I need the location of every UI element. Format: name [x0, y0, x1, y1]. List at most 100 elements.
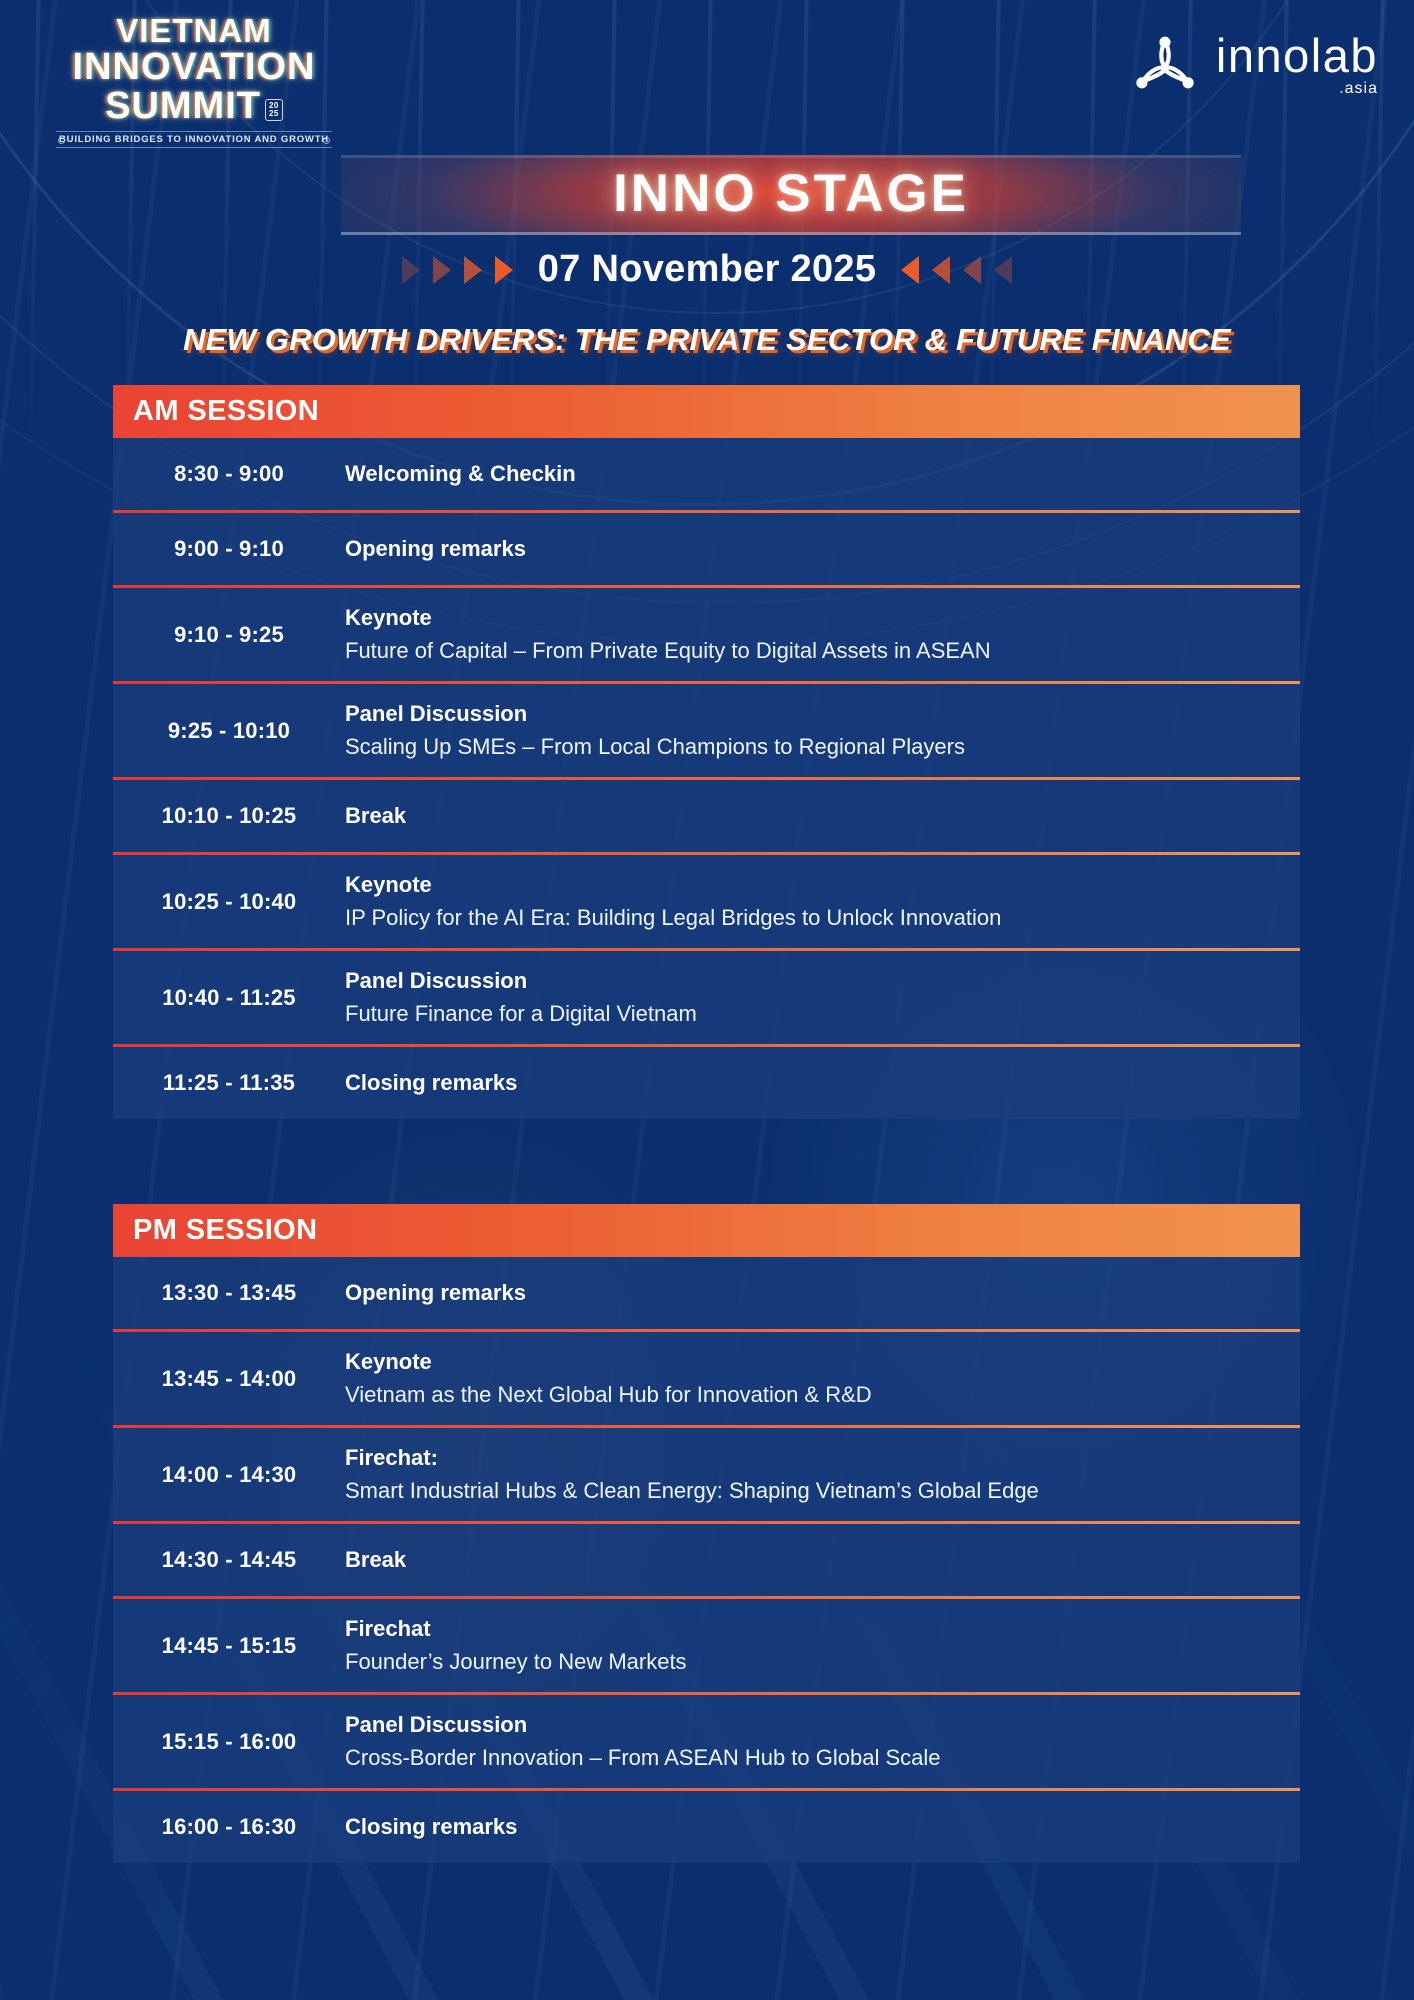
schedule-row: 9:10 - 9:25 Keynote Future of Capital – Fr… — [113, 588, 1300, 681]
row-description: Vietnam as the Next Global Hub for Innov… — [345, 1381, 872, 1407]
schedule-row: 15:15 - 16:00 Panel Discussion Cross-Borde… — [113, 1695, 1300, 1788]
row-separator — [113, 681, 1300, 684]
row-detail: Keynote IP Policy for the AI Era: Buildin… — [345, 871, 1300, 933]
row-time: 8:30 - 9:00 — [174, 461, 284, 486]
event-date-row: 07 November 2025 — [0, 248, 1414, 291]
event-logo-line-3-group: SUMMIT 20 25 — [44, 87, 344, 125]
schedule-row: 9:00 - 9:10 Opening remarks — [113, 513, 1300, 585]
row-time: 16:00 - 16:30 — [161, 1814, 297, 1839]
row-time: 10:10 - 10:25 — [161, 803, 297, 828]
row-detail: Welcoming & Checkin — [345, 460, 1300, 488]
partner-logo: innolab .asia — [1130, 30, 1378, 102]
row-separator — [113, 1788, 1300, 1791]
row-detail: Panel Discussion Scaling Up SMEs – From L… — [345, 700, 1300, 762]
event-logo-year-bottom: 25 — [268, 109, 279, 118]
triangle-left-icon — [901, 255, 920, 284]
row-time: 9:25 - 10:10 — [167, 717, 291, 743]
row-detail: Panel Discussion Cross-Border Innovation … — [345, 1711, 1300, 1773]
event-logo-tagline: BUILDING BRIDGES TO INNOVATION AND GROWT… — [56, 131, 332, 148]
session-panel-pm: PM SESSION 13:30 - 13:45 Opening remarks 1… — [113, 1204, 1300, 1863]
row-separator — [113, 1044, 1300, 1047]
row-title: Keynote — [345, 604, 432, 630]
row-detail: Break — [345, 802, 1300, 830]
schedule-row: 14:45 - 15:15 Firechat Founder’s Journey t… — [113, 1599, 1300, 1692]
row-title: Closing remarks — [345, 1069, 518, 1095]
row-separator — [113, 852, 1300, 855]
triangle-left-icon — [994, 255, 1013, 284]
row-description: IP Policy for the AI Era: Building Legal… — [345, 904, 1002, 930]
schedule-row: 10:10 - 10:25 Break — [113, 780, 1300, 852]
row-title: Break — [345, 1546, 407, 1572]
row-separator — [113, 585, 1300, 588]
row-detail: Keynote Future of Capital – From Private … — [345, 604, 1300, 666]
row-time: 13:30 - 13:45 — [161, 1280, 297, 1305]
schedule-row: 11:25 - 11:35 Closing remarks — [113, 1047, 1300, 1119]
session-panel-am: AM SESSION 8:30 - 9:00 Welcoming & Checki… — [113, 385, 1300, 1119]
event-logo-year-badge: 20 25 — [264, 99, 283, 121]
row-description: Future of Capital – From Private Equity … — [345, 637, 991, 663]
row-detail: Panel Discussion Future Finance for a Dig… — [345, 967, 1300, 1029]
row-title: Opening remarks — [345, 1279, 526, 1305]
event-logo-line-2: INNOVATION — [72, 46, 316, 88]
event-logo-year-top: 20 — [268, 101, 279, 110]
triangle-right-icon — [401, 255, 420, 284]
triangle-left-icon — [932, 255, 951, 284]
row-separator — [113, 1596, 1300, 1599]
row-detail: Closing remarks — [345, 1813, 1300, 1841]
row-detail: Firechat Founder’s Journey to New Markets — [345, 1615, 1300, 1677]
row-description: Founder’s Journey to New Markets — [345, 1648, 687, 1674]
triangle-right-icon — [494, 255, 513, 284]
row-detail: Firechat: Smart Industrial Hubs & Clean E… — [345, 1444, 1300, 1506]
row-detail: Break — [345, 1546, 1300, 1574]
row-separator — [113, 510, 1300, 513]
row-title: Keynote — [345, 1348, 432, 1374]
schedule-row: 10:25 - 10:40 Keynote IP Policy for the AI… — [113, 855, 1300, 948]
schedule-row: 10:40 - 11:25 Panel Discussion Future Fina… — [113, 951, 1300, 1044]
row-title: Firechat — [345, 1615, 431, 1641]
row-time: 11:25 - 11:35 — [162, 1070, 296, 1095]
row-separator — [113, 1329, 1300, 1332]
event-logo: VIETNAM INNOVATION SUMMIT 20 25 BUILDING… — [44, 14, 344, 148]
row-time: 10:25 - 10:40 — [161, 888, 297, 914]
event-date: 07 November 2025 — [537, 248, 877, 290]
row-title: Opening remarks — [345, 535, 526, 561]
row-time: 9:00 - 9:10 — [174, 536, 284, 561]
row-title: Break — [345, 802, 407, 828]
schedule-row: 14:00 - 14:30 Firechat: Smart Industrial H… — [113, 1428, 1300, 1521]
row-time: 9:10 - 9:25 — [174, 621, 284, 647]
schedule-row: 13:30 - 13:45 Opening remarks — [113, 1257, 1300, 1329]
row-detail: Closing remarks — [345, 1069, 1300, 1097]
row-title: Welcoming & Checkin — [345, 460, 576, 486]
event-logo-line-3: SUMMIT — [105, 85, 261, 127]
row-detail: Keynote Vietnam as the Next Global Hub fo… — [345, 1348, 1300, 1410]
session-header-pm: PM SESSION — [113, 1204, 1300, 1257]
row-description: Future Finance for a Digital Vietnam — [345, 1000, 697, 1026]
row-time: 14:00 - 14:30 — [161, 1461, 297, 1487]
row-title: Panel Discussion — [345, 967, 528, 993]
event-subtitle: NEW GROWTH DRIVERS: THE PRIVATE SECTOR &… — [183, 322, 1231, 357]
schedule-row: 14:30 - 14:45 Break — [113, 1524, 1300, 1596]
partner-logo-suffix: .asia — [1339, 79, 1378, 97]
row-time: 10:40 - 11:25 — [162, 984, 296, 1010]
session-header-am: AM SESSION — [113, 385, 1300, 438]
row-description: Scaling Up SMEs – From Local Champions t… — [345, 733, 965, 759]
row-time: 13:45 - 14:00 — [161, 1365, 297, 1391]
row-separator — [113, 1521, 1300, 1524]
partner-logo-wordmark: innolab .asia — [1216, 32, 1378, 97]
session-label: AM SESSION — [133, 395, 320, 427]
row-time: 15:15 - 16:00 — [161, 1728, 297, 1754]
stage-title: INNO STAGE — [613, 164, 969, 223]
poster-header: VIETNAM INNOVATION SUMMIT 20 25 BUILDING… — [0, 0, 1414, 150]
row-separator — [113, 1692, 1300, 1695]
schedule-row: 13:45 - 14:00 Keynote Vietnam as the Next … — [113, 1332, 1300, 1425]
event-logo-line-1: VIETNAM — [116, 12, 272, 49]
stage-title-band: INNO STAGE — [341, 155, 1241, 235]
row-title: Closing remarks — [345, 1813, 518, 1839]
row-detail: Opening remarks — [345, 1279, 1300, 1307]
row-time: 14:45 - 15:15 — [161, 1632, 297, 1658]
row-description: Cross-Border Innovation – From ASEAN Hub… — [345, 1744, 941, 1770]
row-title: Panel Discussion — [345, 700, 528, 726]
row-detail: Opening remarks — [345, 535, 1300, 563]
session-label: PM SESSION — [133, 1214, 318, 1246]
